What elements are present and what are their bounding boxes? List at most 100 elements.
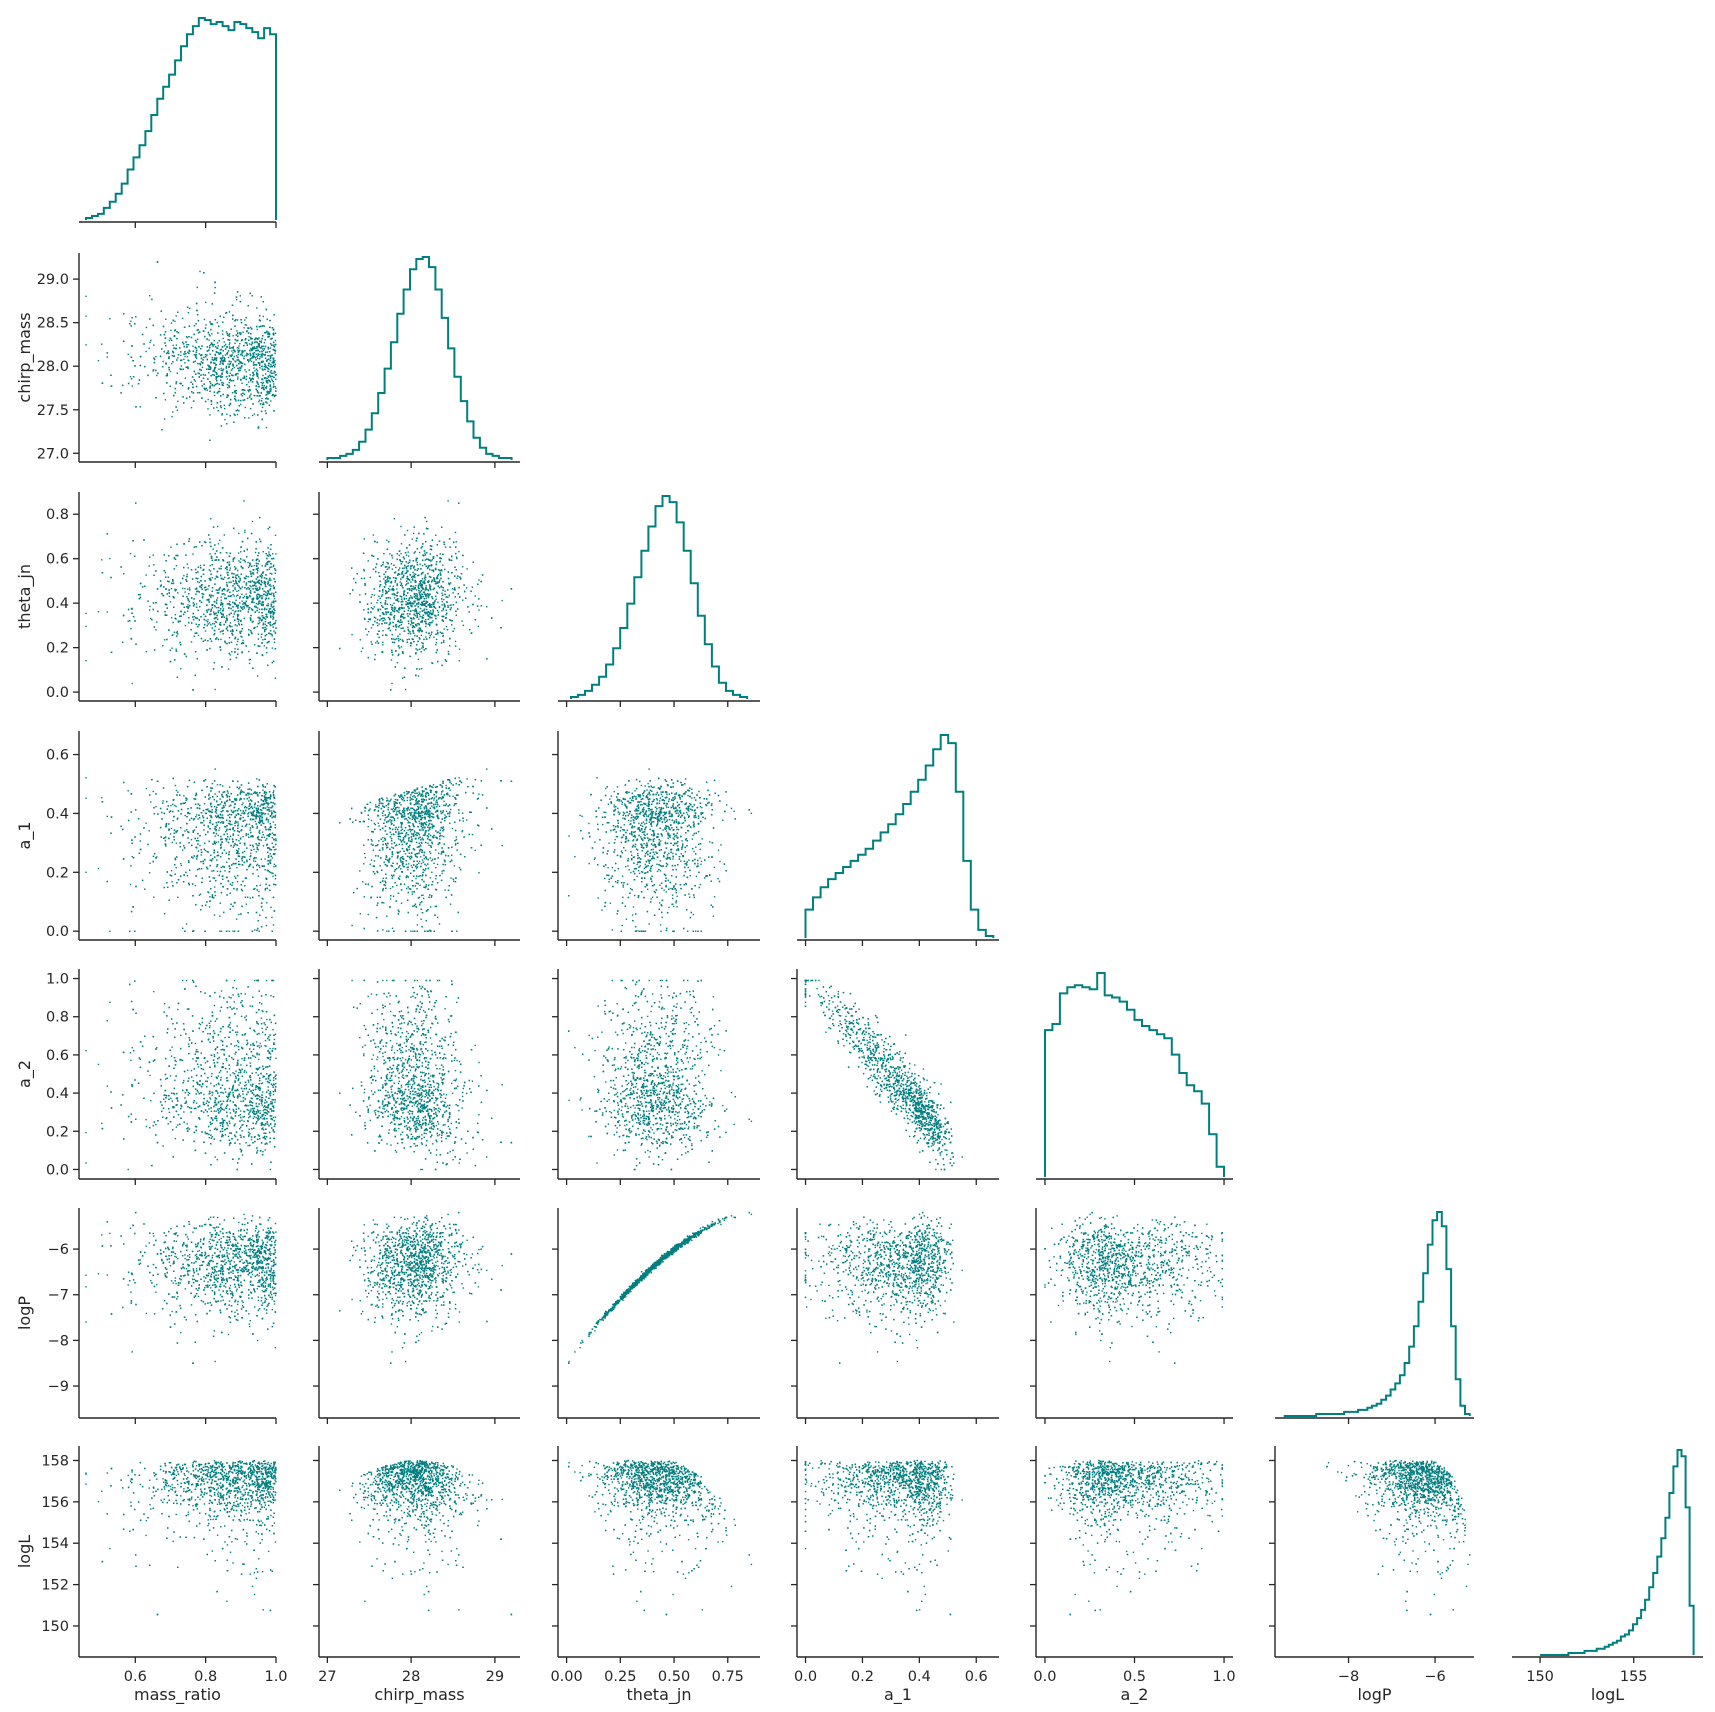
scatter-point xyxy=(217,589,219,591)
scatter-point xyxy=(195,572,197,574)
scatter-point xyxy=(169,660,172,663)
scatter-point xyxy=(272,328,275,331)
scatter-point xyxy=(256,373,258,376)
scatter-point xyxy=(211,303,213,305)
scatter-point xyxy=(149,605,151,608)
scatter-point xyxy=(419,591,422,593)
scatter-point xyxy=(268,392,271,394)
scatter-point xyxy=(266,616,268,618)
scatter-point xyxy=(250,360,253,363)
scatter-point xyxy=(243,393,246,395)
scatter-point xyxy=(420,629,422,631)
scatter-point xyxy=(249,407,252,410)
scatter-point xyxy=(221,547,224,549)
scatter-point xyxy=(195,546,197,548)
scatter-point xyxy=(268,379,270,381)
scatter-point xyxy=(226,585,228,587)
scatter-point xyxy=(400,624,403,626)
scatter-point xyxy=(203,356,205,359)
scatter-point xyxy=(127,353,129,356)
scatter-point xyxy=(246,354,248,357)
scatter-point xyxy=(477,625,480,628)
scatter-point xyxy=(239,366,241,369)
scatter-point xyxy=(256,355,258,358)
scatter-point xyxy=(215,550,218,552)
scatter-point xyxy=(455,541,457,543)
scatter-point xyxy=(255,585,257,587)
scatter-point xyxy=(427,595,429,597)
scatter-point xyxy=(249,591,251,593)
scatter-point xyxy=(430,565,433,567)
scatter-point xyxy=(369,619,371,621)
scatter-point xyxy=(216,380,218,382)
scatter-point xyxy=(213,374,215,376)
scatter-point xyxy=(201,584,203,586)
scatter-point xyxy=(236,574,239,576)
scatter-point xyxy=(197,332,200,334)
scatter-point xyxy=(258,594,260,596)
scatter-point xyxy=(264,339,266,341)
scatter-point xyxy=(249,377,251,379)
scatter-point xyxy=(244,531,246,534)
scatter-point xyxy=(229,414,231,417)
scatter-point xyxy=(205,586,207,588)
scatter-point xyxy=(241,600,243,602)
scatter-point xyxy=(248,396,251,398)
scatter-point xyxy=(269,554,271,557)
scatter-point xyxy=(386,539,388,541)
scatter-point xyxy=(269,357,272,359)
scatter-point xyxy=(391,608,393,610)
scatter-point xyxy=(131,385,133,387)
scatter-point xyxy=(272,584,274,587)
scatter-point xyxy=(129,552,132,555)
scatter-point xyxy=(153,344,155,346)
scatter-point xyxy=(439,560,442,562)
scatter-point xyxy=(275,394,277,396)
scatter-point xyxy=(185,554,187,556)
scatter-point xyxy=(216,382,219,385)
scatter-point xyxy=(404,688,407,691)
scatter-point xyxy=(168,352,170,355)
scatter-point xyxy=(240,367,242,369)
scatter-point xyxy=(270,363,272,366)
scatter-point xyxy=(258,342,260,345)
scatter-point xyxy=(246,595,248,598)
scatter-point xyxy=(203,541,206,543)
scatter-point xyxy=(187,606,190,608)
scatter-point xyxy=(216,373,218,375)
scatter-point xyxy=(188,617,190,619)
scatter-point xyxy=(244,602,246,604)
scatter-point xyxy=(377,624,379,627)
scatter-point xyxy=(429,548,432,550)
scatter-point xyxy=(255,606,257,609)
scatter-point xyxy=(251,381,254,383)
scatter-point xyxy=(268,374,271,376)
scatter-point xyxy=(257,554,259,557)
scatter-point xyxy=(160,584,162,586)
scatter-point xyxy=(247,611,249,613)
scatter-point xyxy=(221,359,223,361)
scatter-point xyxy=(242,559,244,561)
scatter-point xyxy=(177,357,179,359)
scatter-point xyxy=(183,358,185,360)
scatter-point xyxy=(394,579,397,582)
scatter-point xyxy=(249,394,251,397)
scatter-point xyxy=(241,540,244,543)
scatter-point xyxy=(129,620,131,622)
scatter-point xyxy=(254,605,256,608)
scatter-point xyxy=(240,361,242,363)
scatter-point xyxy=(217,638,220,641)
scatter-point xyxy=(225,331,228,333)
scatter-point xyxy=(242,642,245,644)
scatter-point xyxy=(169,601,172,603)
scatter-point xyxy=(209,577,211,580)
scatter-point xyxy=(249,607,251,609)
scatter-point xyxy=(240,378,242,381)
scatter-point xyxy=(269,356,272,358)
scatter-point xyxy=(478,579,480,581)
scatter-point xyxy=(454,531,457,534)
scatter-point xyxy=(262,588,264,590)
scatter-point xyxy=(205,387,207,389)
scatter-point xyxy=(184,355,186,358)
scatter-point xyxy=(271,566,273,568)
